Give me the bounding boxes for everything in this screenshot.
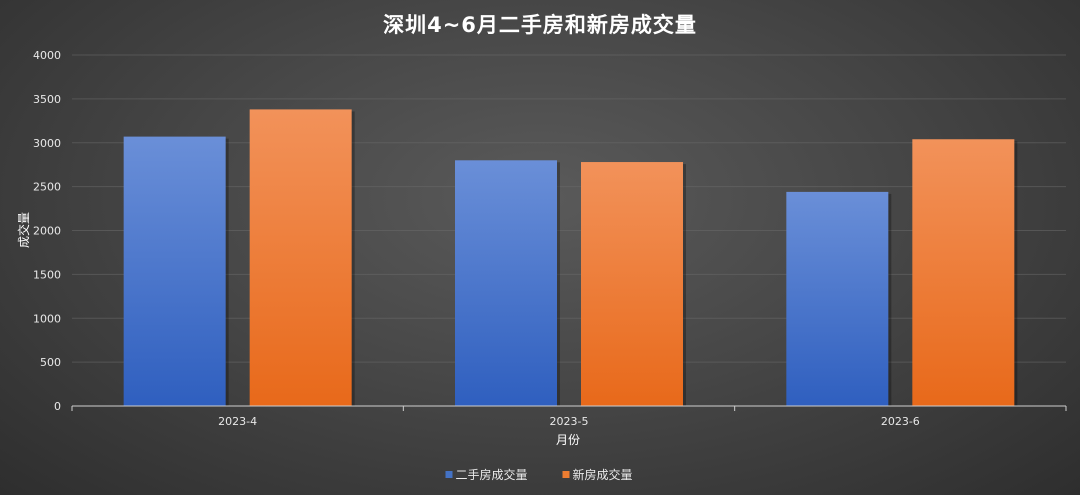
x-axis: 2023-4 2023-5 2023-6 [71,405,1067,428]
bar-2023-5-二手房成交量 [455,160,557,406]
y-tick-label: 500 [40,356,61,369]
bar-2023-4-二手房成交量 [123,136,226,407]
y-tick-label: 1500 [33,268,61,281]
legend-swatch [562,471,570,478]
chart-title: 深圳4~6月二手房和新房成交量 [383,13,697,37]
bars [123,109,1018,407]
x-tick-label: 2023-4 [218,415,257,428]
legend-label: 新房成交量 [573,467,633,482]
y-axis-label: 成交量 [16,212,31,248]
y-tick-label: 2000 [33,225,61,238]
bar-2023-6-新房成交量 [912,139,1015,407]
y-tick-label: 3500 [33,93,61,106]
x-axis-label: 月份 [556,433,580,447]
y-tick-label: 3000 [33,137,61,150]
legend-swatch [445,471,453,478]
gridlines [72,54,1066,363]
y-tick-label: 0 [54,400,61,413]
bar-2023-5-新房成交量 [581,162,683,406]
bar-2023-4-新房成交量 [249,109,352,406]
y-axis-ticks: 0 500 1000 1500 2000 2500 3000 3500 4000 [33,49,61,413]
legend-label: 二手房成交量 [456,467,528,482]
y-tick-label: 4000 [33,49,61,62]
y-tick-label: 2500 [33,181,61,194]
x-tick-label: 2023-5 [550,415,589,428]
legend: 二手房成交量 新房成交量 [445,467,633,482]
bar-2023-6-二手房成交量 [786,191,889,406]
y-tick-label: 1000 [33,312,61,325]
x-tick-label: 2023-6 [881,415,920,428]
